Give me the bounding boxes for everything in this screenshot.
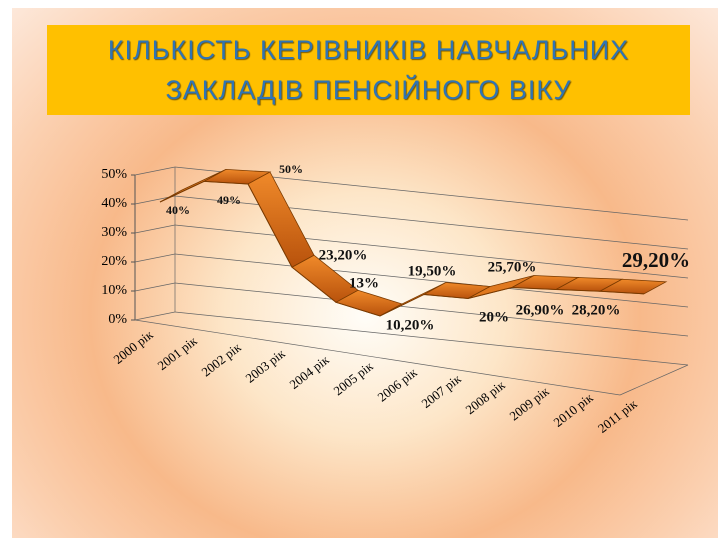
grid-line xyxy=(134,282,176,292)
grid-line xyxy=(174,253,689,308)
grid-line xyxy=(134,253,176,263)
floor-right xyxy=(619,364,689,396)
x-tick-label: 2009 рік xyxy=(506,383,552,423)
y-tick-label: 20% xyxy=(101,254,127,269)
data-label: 13% xyxy=(349,275,379,291)
x-tick-label: 2002 рік xyxy=(198,339,244,379)
data-label: 50% xyxy=(279,162,303,176)
grid-line xyxy=(174,282,689,337)
y-tick-label: 40% xyxy=(101,196,127,211)
data-label: 10,20% xyxy=(386,317,435,333)
y-tick-label: 0% xyxy=(108,312,127,327)
x-tick-label: 2010 рік xyxy=(550,389,596,429)
grid-line xyxy=(134,166,176,176)
data-label: 28,20% xyxy=(572,302,621,318)
x-tick-label: 2003 рік xyxy=(242,345,288,385)
grid-line xyxy=(174,195,689,250)
x-tick-label: 2000 рік xyxy=(110,326,156,366)
ribbon-line xyxy=(159,180,645,317)
grid-line xyxy=(174,311,689,366)
data-label: 26,90% xyxy=(516,302,565,318)
x-tick-label: 2006 рік xyxy=(374,364,420,404)
ribbon-face xyxy=(247,171,315,268)
data-label: 23,20% xyxy=(319,247,368,263)
grid-line xyxy=(134,224,176,234)
x-tick-label: 2007 рік xyxy=(418,371,464,411)
data-label: 40% xyxy=(166,203,190,217)
data-label: 25,70% xyxy=(488,259,537,275)
data-label: 49% xyxy=(217,193,241,207)
y-tick-label: 30% xyxy=(101,225,127,240)
ribbon-face xyxy=(422,282,492,299)
y-tick-label: 10% xyxy=(101,283,127,298)
x-tick-label: 2001 рік xyxy=(154,333,200,373)
data-label: 29,20% xyxy=(622,248,690,272)
x-tick-label: 2004 рік xyxy=(286,352,332,392)
grid-line xyxy=(174,224,689,279)
x-tick-label: 2005 рік xyxy=(330,358,376,398)
chart-title: КІЛЬКІСТЬ КЕРІВНИКІВ НАВЧАЛЬНИХ ЗАКЛАДІВ… xyxy=(47,25,690,115)
floor-front xyxy=(134,319,621,396)
x-tick-label: 2008 рік xyxy=(462,377,508,417)
x-tick-label: 2011 рік xyxy=(595,396,640,436)
y-tick-label: 50% xyxy=(101,167,127,182)
data-label: 20% xyxy=(479,309,509,325)
grid-line xyxy=(134,311,176,321)
data-label: 19,50% xyxy=(408,263,457,279)
